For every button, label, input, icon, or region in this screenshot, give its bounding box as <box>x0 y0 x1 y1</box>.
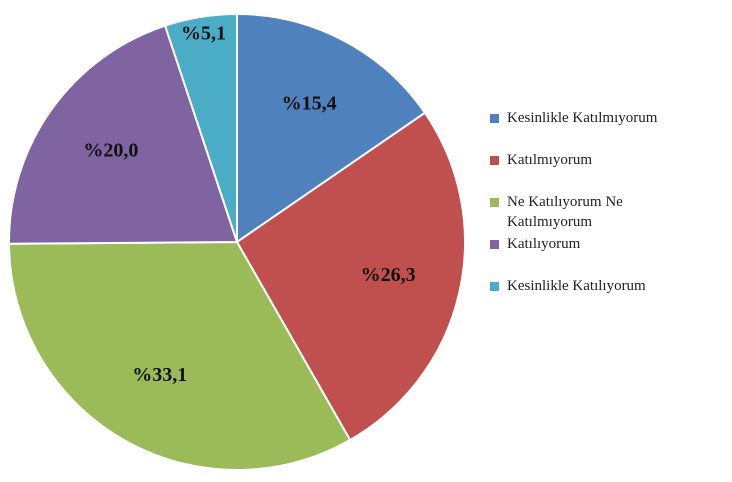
legend-item: Kesinlikle Katılıyorum <box>490 276 690 318</box>
legend-swatch <box>490 156 499 165</box>
pie-slice <box>235 111 466 442</box>
legend-swatch <box>490 198 499 207</box>
pie-slice <box>236 12 427 244</box>
legend: Kesinlikle Katılmıyorum Katılmıyorum Ne Ka… <box>490 108 690 318</box>
pie-slice <box>163 12 238 243</box>
pie-slice <box>8 24 239 245</box>
legend-swatch <box>490 114 499 123</box>
data-label: %5,1 <box>181 23 226 45</box>
legend-item: Ne Katılıyorum Ne Katılmıyorum <box>490 192 690 234</box>
pie-slice <box>7 240 352 471</box>
data-label: %26,3 <box>361 264 416 286</box>
data-label: %33,1 <box>132 364 187 386</box>
legend-label: Kesinlikle Katılmıyorum <box>507 110 658 126</box>
legend-label: Ne Katılıyorum Ne Katılmıyorum <box>507 194 623 230</box>
data-label: %15,4 <box>282 92 337 114</box>
legend-item: Kesinlikle Katılmıyorum <box>490 108 690 150</box>
legend-label: Katılıyorum <box>507 236 581 252</box>
legend-item: Katılıyorum <box>490 234 690 276</box>
legend-label: Kesinlikle Katılıyorum <box>507 278 646 294</box>
pie-chart: %15,4 %26,3 %33,1 %20,0 %5,1 <box>7 12 466 471</box>
legend-swatch <box>490 282 499 291</box>
legend-swatch <box>490 240 499 249</box>
data-label: %20,0 <box>83 139 138 161</box>
legend-label: Katılmıyorum <box>507 152 592 168</box>
legend-item: Katılmıyorum <box>490 150 690 192</box>
